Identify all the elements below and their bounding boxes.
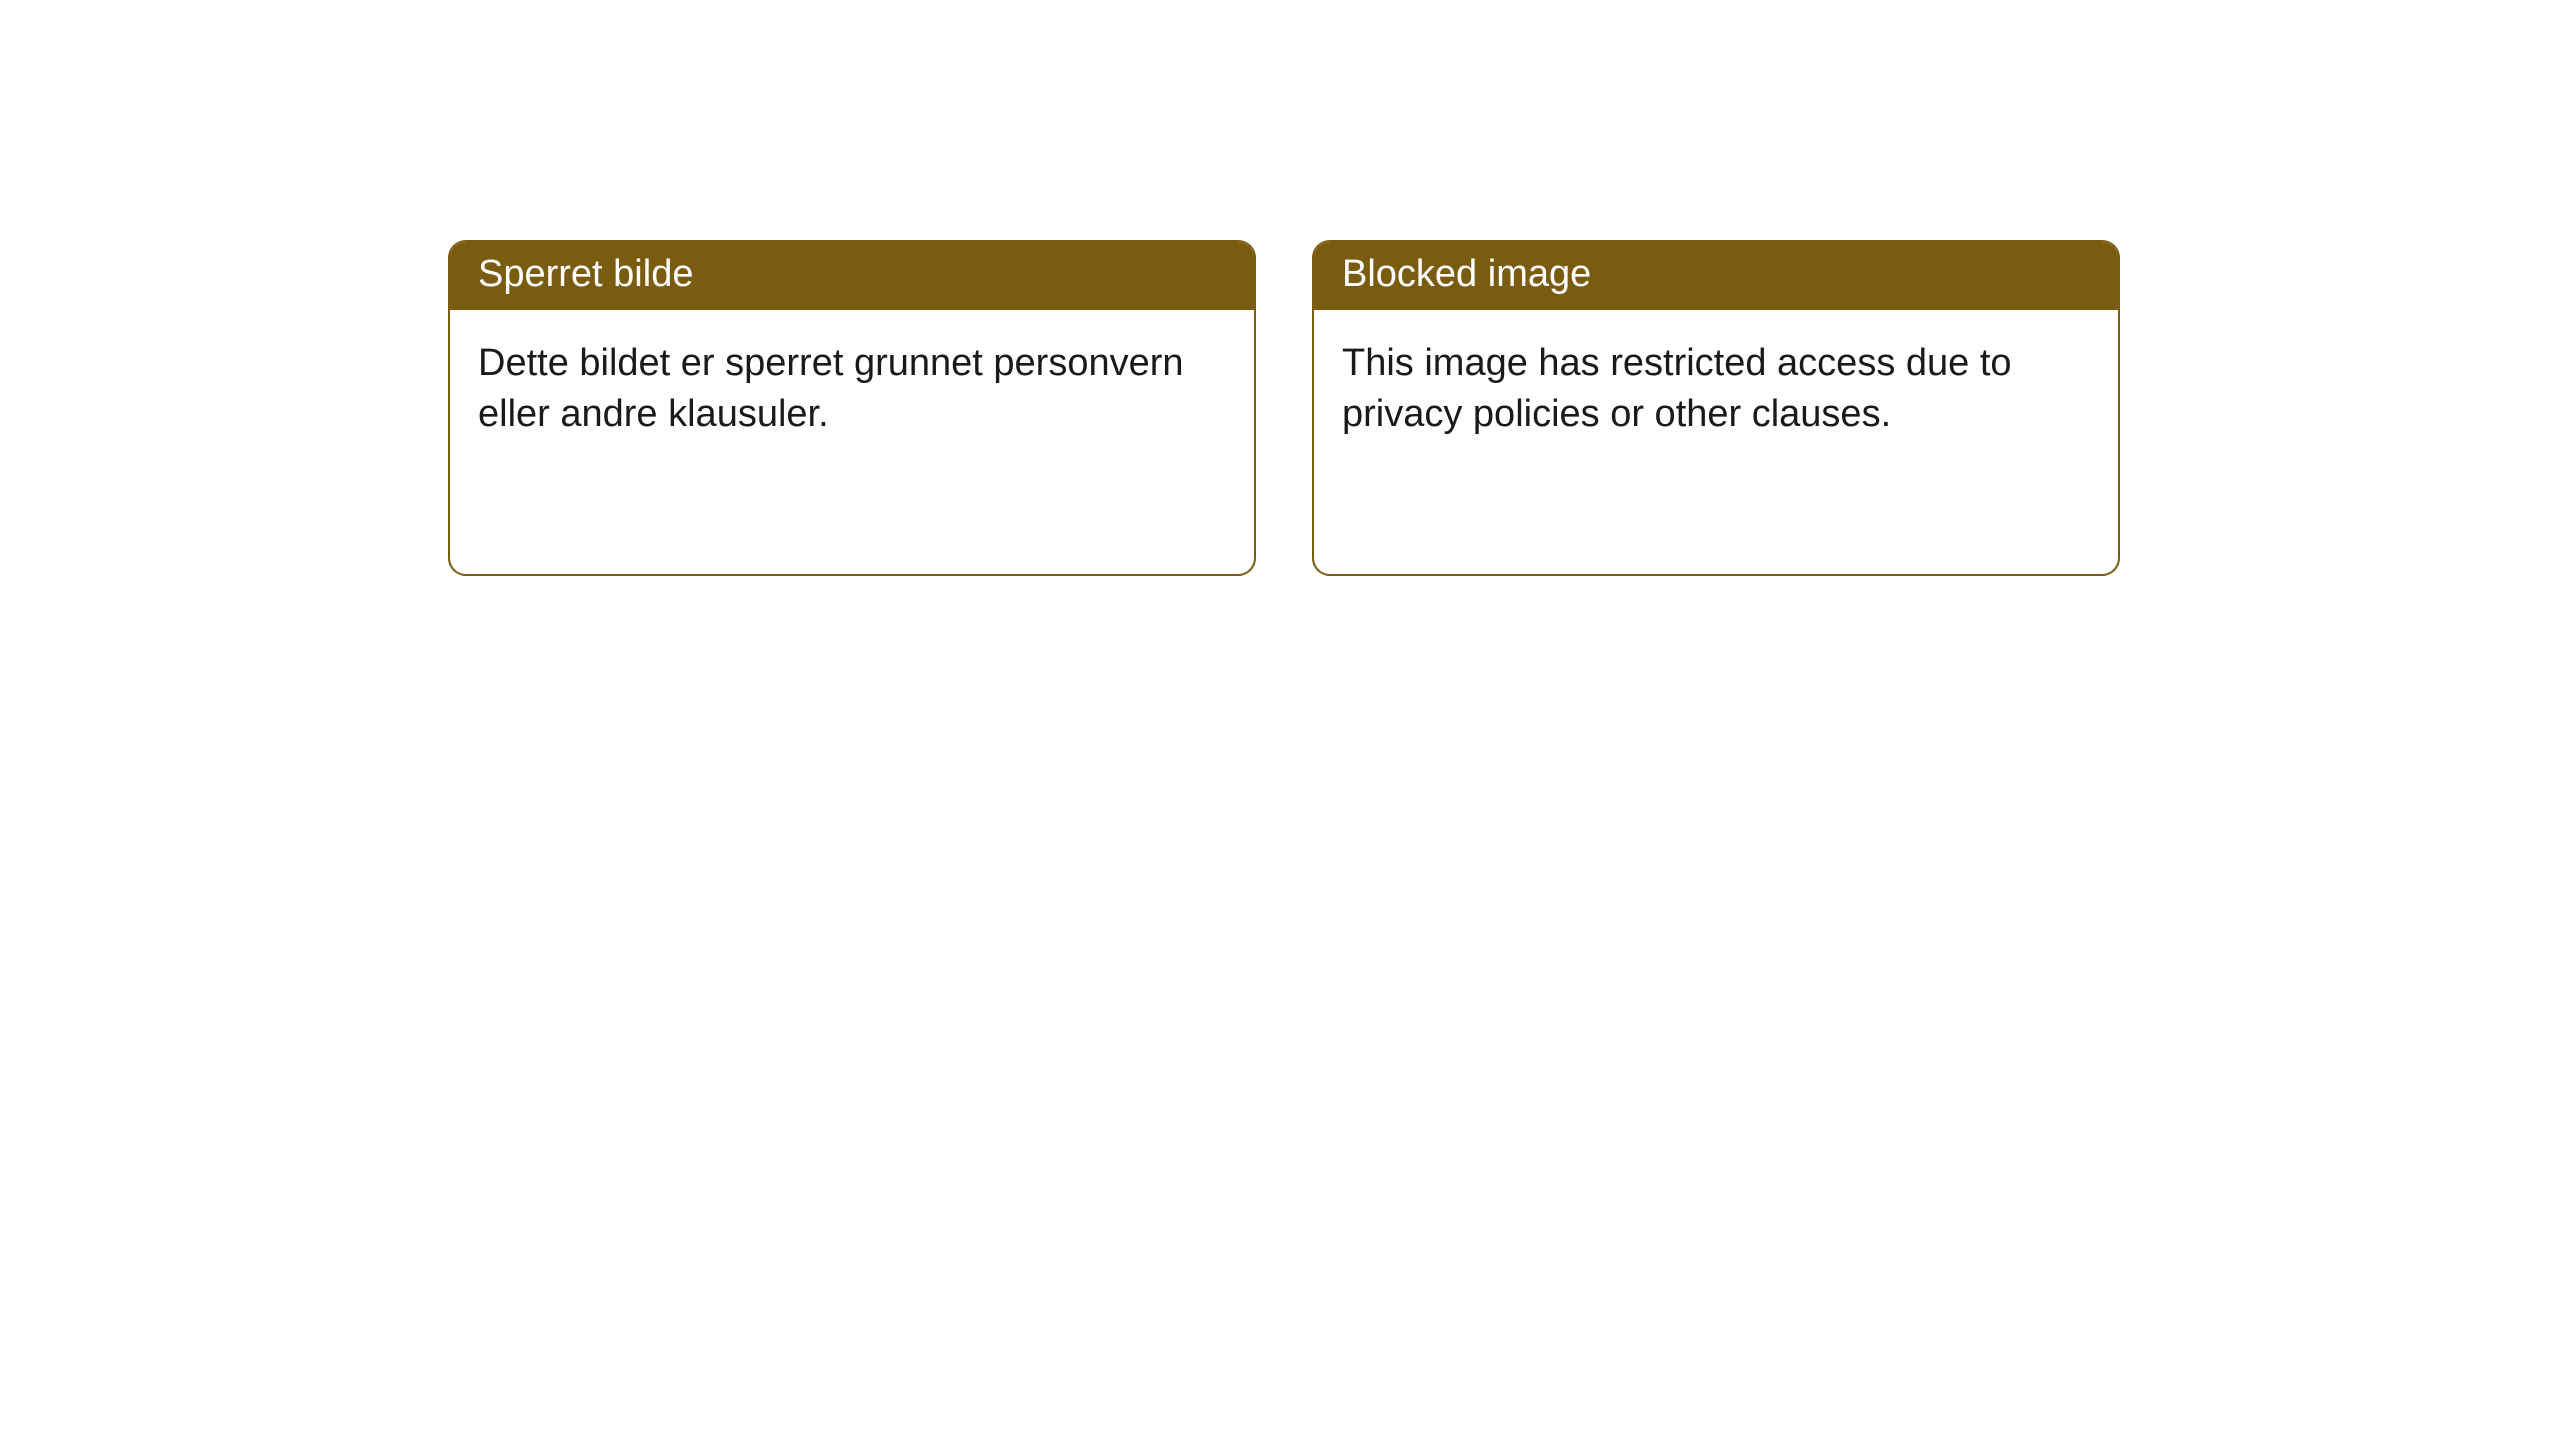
notice-title: Blocked image <box>1314 242 2118 310</box>
notice-body: This image has restricted access due to … <box>1314 310 2118 469</box>
notice-container: Sperret bilde Dette bildet er sperret gr… <box>0 0 2560 576</box>
notice-card-english: Blocked image This image has restricted … <box>1312 240 2120 576</box>
notice-card-norwegian: Sperret bilde Dette bildet er sperret gr… <box>448 240 1256 576</box>
notice-title: Sperret bilde <box>450 242 1254 310</box>
notice-body: Dette bildet er sperret grunnet personve… <box>450 310 1254 469</box>
